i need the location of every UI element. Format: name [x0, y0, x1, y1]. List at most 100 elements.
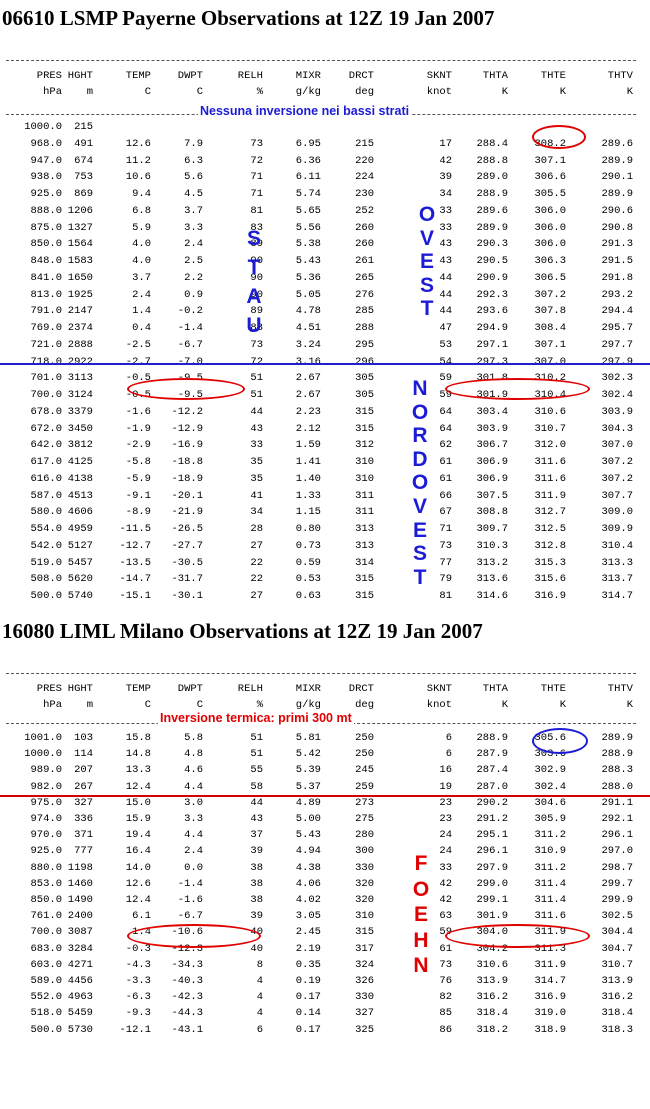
- table-row: 603.0 4271 -4.3 -34.3 8 0.35 324 73 310.6 311.9 31…: [0, 959, 650, 973]
- foehn-letter: O: [412, 877, 430, 901]
- cell-hght: 4456: [67, 975, 93, 987]
- cell-thta: 307.5: [476, 489, 508, 502]
- cell-sknt: 44: [439, 288, 452, 301]
- column-header-pres: PRES: [36, 683, 62, 695]
- cell-thta: 289.9: [476, 221, 508, 234]
- cell-relh: 38: [250, 894, 263, 906]
- cell-temp: -11.5: [119, 523, 151, 535]
- cell-thta: 296.1: [476, 845, 508, 858]
- column-header-thta: THTA: [482, 683, 508, 695]
- cell-hght: 2888: [67, 338, 93, 351]
- milano-temp-700-ellipse: [127, 924, 261, 948]
- cell-temp: 11.2: [125, 154, 151, 167]
- cell-dwpt: 3.3: [184, 221, 203, 234]
- cell-relh: 71: [250, 188, 263, 200]
- cell-drct: 305: [355, 389, 374, 401]
- cell-pres: 850.0: [30, 238, 62, 251]
- cell-dwpt: 4.4: [184, 829, 203, 842]
- nordovest-letter: N: [412, 377, 428, 400]
- cell-relh: 51: [250, 732, 263, 744]
- cell-temp: 4.0: [132, 238, 151, 251]
- cell-mixr: 0.63: [295, 590, 321, 602]
- cell-dwpt: 0.9: [184, 288, 203, 301]
- table-row: 678.0 3379 -1.6 -12.2 44 2.23 315 64 303.4 310.6 3…: [0, 406, 650, 420]
- cell-pres: 678.0: [30, 405, 62, 418]
- nordovest-letter: R: [412, 424, 428, 448]
- cell-dwpt: 4.6: [184, 764, 203, 777]
- cell-thta: 290.3: [476, 238, 508, 251]
- cell-dwpt: 4.8: [184, 748, 203, 761]
- table-row: 617.0 4125 -5.8 -18.8 35 1.41 310 61 306.9 311.6 3…: [0, 456, 650, 470]
- cell-drct: 314: [355, 556, 374, 569]
- cell-thtv: 310.4: [601, 539, 633, 552]
- cell-thta: 290.5: [476, 255, 508, 267]
- cell-thtv: 290.6: [601, 204, 633, 217]
- cell-thtv: 292.1: [601, 813, 633, 825]
- cell-hght: 4959: [67, 523, 93, 535]
- column-header-thtv: THTV: [607, 70, 633, 82]
- cell-hght: 267: [74, 780, 93, 793]
- nordovest-letter: E: [412, 518, 427, 542]
- cell-relh: 51: [250, 389, 263, 401]
- cell-thtv: 298.7: [601, 861, 633, 874]
- ovest-letter: S: [419, 273, 434, 297]
- cell-hght: 4963: [67, 991, 93, 1004]
- cell-mixr: 1.41: [295, 456, 321, 468]
- column-header-dwpt: DWPT: [177, 70, 203, 82]
- milano-header-units: hPa m C C% g/kg deg knot K K K: [0, 699, 650, 712]
- ovest-letter: O: [418, 203, 436, 226]
- cell-hght: 4606: [67, 506, 93, 519]
- cell-dwpt: -12.2: [171, 405, 203, 418]
- cell-dwpt: 3.3: [184, 813, 203, 825]
- cell-thte: 306.3: [534, 255, 566, 267]
- cell-pres: 580.0: [30, 506, 62, 519]
- cell-dwpt: -7.0: [177, 355, 203, 368]
- cell-relh: 22: [250, 573, 263, 586]
- column-header-thte: THTE: [540, 70, 566, 82]
- cell-thta: 310.6: [476, 958, 508, 971]
- cell-thtv: 303.9: [601, 405, 633, 418]
- table-row: 947.0 674 11.2 6.3 72 6.36 220 42 288.8 307.1 289.…: [0, 155, 650, 169]
- cell-hght: 1650: [67, 271, 93, 284]
- cell-relh: 4: [256, 991, 263, 1004]
- cell-thtv: 296.1: [601, 829, 633, 842]
- cell-pres: 975.0: [30, 796, 62, 809]
- cell-mixr: 4.02: [295, 894, 321, 906]
- cell-pres: 589.0: [30, 975, 62, 987]
- table-row: 925.0 869 9.4 4.5 71 5.74 230 34 288.9 305.5 289.9: [0, 188, 650, 202]
- cell-relh: 4: [256, 1007, 263, 1020]
- cell-pres: 970.0: [30, 829, 62, 842]
- cell-thte: 306.5: [534, 271, 566, 284]
- cell-hght: 674: [74, 154, 93, 167]
- cell-drct: 311: [355, 506, 374, 519]
- cell-drct: 313: [355, 539, 374, 552]
- table-row: 875.0 1327 5.9 3.3 83 5.56 260 33 289.9 306.0 290.…: [0, 222, 650, 236]
- cell-thte: 311.2: [534, 829, 566, 842]
- cell-mixr: 5.81: [295, 732, 321, 744]
- cell-thte: 305.9: [534, 813, 566, 825]
- cell-sknt: 62: [439, 439, 452, 452]
- cell-drct: 311: [355, 489, 374, 502]
- column-unit-hght: m: [86, 699, 93, 711]
- table-row: 813.0 1925 2.4 0.9 90 5.05 276 44 292.3 307.2 293.…: [0, 289, 650, 303]
- table-row: 880.0 1198 14.0 0.0 38 4.38 330 33 297.9 311.2 298…: [0, 862, 650, 876]
- cell-thta: 287.9: [476, 748, 508, 761]
- cell-temp: -1.9: [125, 422, 151, 435]
- cell-thte: 302.9: [534, 764, 566, 777]
- table-row: 500.0 5730 -12.1 -43.1 6 0.17 325 86 318.2 318.9 3…: [0, 1024, 650, 1038]
- cell-dwpt: 0.0: [184, 861, 203, 874]
- cell-sknt: 61: [439, 942, 452, 955]
- cell-thtv: 288.9: [601, 748, 633, 761]
- column-header-hght: HGHT: [67, 683, 93, 695]
- cell-thte: 311.4: [534, 877, 566, 890]
- foehn-letter: H: [413, 928, 429, 952]
- cell-thta: 288.9: [476, 188, 508, 200]
- cell-mixr: 2.12: [295, 422, 321, 435]
- cell-thta: 306.9: [476, 456, 508, 468]
- cell-thta: 299.0: [476, 877, 508, 890]
- cell-thte: 311.4: [534, 894, 566, 906]
- cell-thtv: 297.0: [601, 845, 633, 858]
- cell-dwpt: 5.8: [184, 732, 203, 744]
- cell-dwpt: -26.5: [171, 523, 203, 535]
- table-row: 938.0 753 10.6 5.6 71 6.11 224 39 289.0 306.6 290.…: [0, 171, 650, 185]
